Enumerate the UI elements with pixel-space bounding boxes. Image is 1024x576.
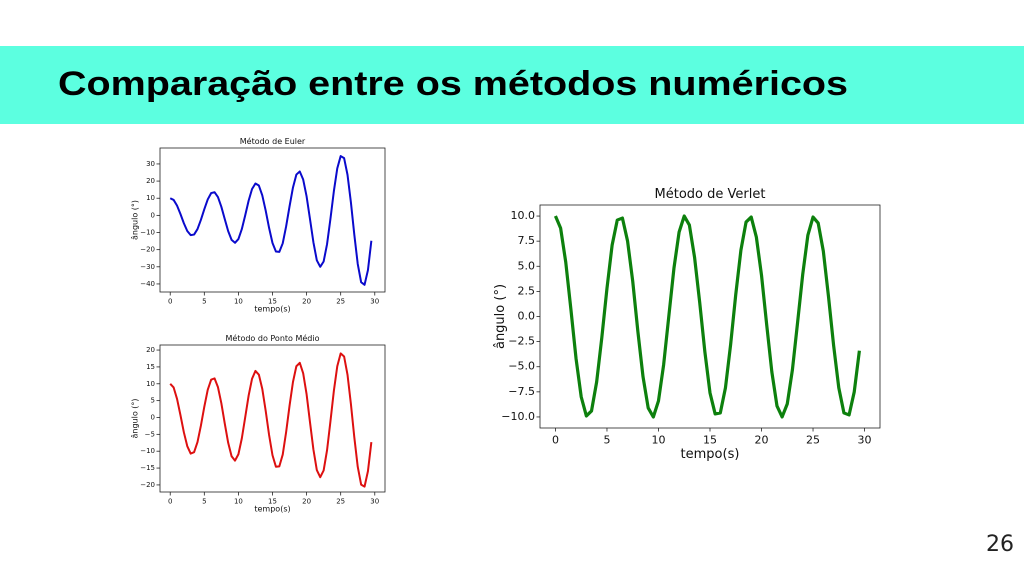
plot-frame [159,147,386,293]
plot-frame [159,344,386,493]
y-tick-label: 20 [146,177,155,185]
x-tick-label: 30 [370,497,379,505]
x-tick-label: 20 [302,297,311,305]
y-tick-label: −2.5 [508,335,535,348]
y-tick-label: 10 [146,194,155,202]
y-tick-label: −40 [140,280,155,288]
y-tick-label: −30 [140,263,155,271]
chart-title: Método de Euler [240,136,306,146]
x-tick-label: 30 [858,433,872,446]
x-tick-label: 0 [168,297,172,305]
x-axis-label: tempo(s) [681,447,740,462]
y-tick-label: 10.0 [511,209,536,222]
x-tick-label: 15 [268,297,277,305]
x-tick-label: 10 [234,497,243,505]
y-tick-label: −5 [145,430,155,438]
y-tick-label: −20 [140,246,155,254]
x-tick-label: 25 [336,297,345,305]
y-tick-label: 15 [146,363,155,371]
y-axis-label: ângulo (°) [130,398,139,438]
x-tick-label: 25 [806,433,820,446]
y-tick-label: 0 [151,211,155,219]
slide-title: Comparação entre os métodos numéricos [58,65,848,103]
y-tick-label: −7.5 [508,385,535,398]
y-axis-label: ângulo (°) [493,284,508,349]
y-tick-label: −10.0 [501,410,535,423]
x-tick-label: 15 [268,497,277,505]
data-line [169,155,373,286]
y-tick-label: 20 [146,346,155,354]
x-axis-label: tempo(s) [254,304,290,313]
x-tick-label: 10 [651,433,665,446]
data-line [553,214,861,419]
y-tick-label: 10 [146,380,155,388]
x-tick-label: 10 [234,297,243,305]
x-tick-label: 5 [202,297,206,305]
y-tick-label: 2.5 [518,284,536,297]
x-tick-label: 5 [603,433,610,446]
y-tick-label: 0 [151,413,155,421]
x-tick-label: 15 [703,433,717,446]
x-tick-label: 25 [336,497,345,505]
data-line [169,352,373,488]
x-tick-label: 30 [370,297,379,305]
y-tick-label: 0.0 [518,310,536,323]
y-tick-label: 5.0 [518,259,536,272]
page-number: 26 [986,532,1014,557]
y-tick-label: 5 [151,397,155,405]
chart-title: Método do Ponto Médio [226,333,320,343]
x-tick-label: 20 [755,433,769,446]
y-tick-label: −10 [140,447,155,455]
y-tick-label: −15 [140,464,155,472]
x-tick-label: 5 [202,497,206,505]
y-axis-label: ângulo (°) [130,200,139,240]
x-axis-label: tempo(s) [254,504,290,513]
y-tick-label: 7.5 [518,234,536,247]
chart-title: Método de Verlet [655,187,766,202]
x-tick-label: 20 [302,497,311,505]
y-tick-label: −10 [140,229,155,237]
x-tick-label: 0 [552,433,559,446]
y-tick-label: −20 [140,481,155,489]
y-tick-label: 30 [146,160,155,168]
x-tick-label: 0 [168,497,172,505]
y-tick-label: −5.0 [508,360,535,373]
header-band [0,46,1024,124]
